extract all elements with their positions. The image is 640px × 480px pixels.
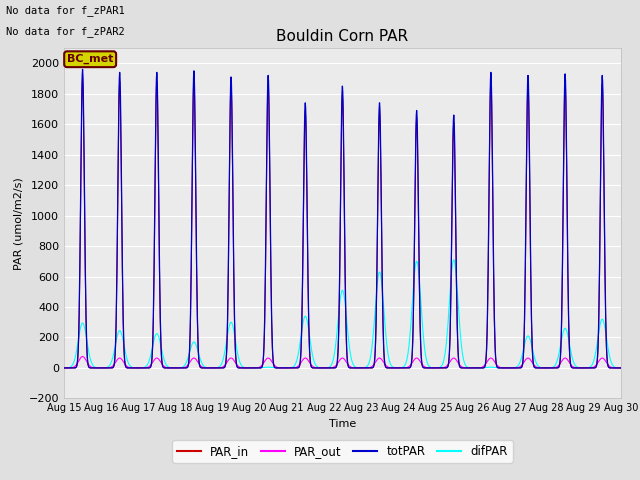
Text: No data for f_zPAR1: No data for f_zPAR1 (6, 5, 125, 16)
Title: Bouldin Corn PAR: Bouldin Corn PAR (276, 29, 408, 44)
Text: BC_met: BC_met (67, 54, 113, 64)
Y-axis label: PAR (umol/m2/s): PAR (umol/m2/s) (13, 177, 23, 270)
Legend: PAR_in, PAR_out, totPAR, difPAR: PAR_in, PAR_out, totPAR, difPAR (172, 440, 513, 463)
Text: No data for f_zPAR2: No data for f_zPAR2 (6, 26, 125, 37)
X-axis label: Time: Time (329, 419, 356, 429)
